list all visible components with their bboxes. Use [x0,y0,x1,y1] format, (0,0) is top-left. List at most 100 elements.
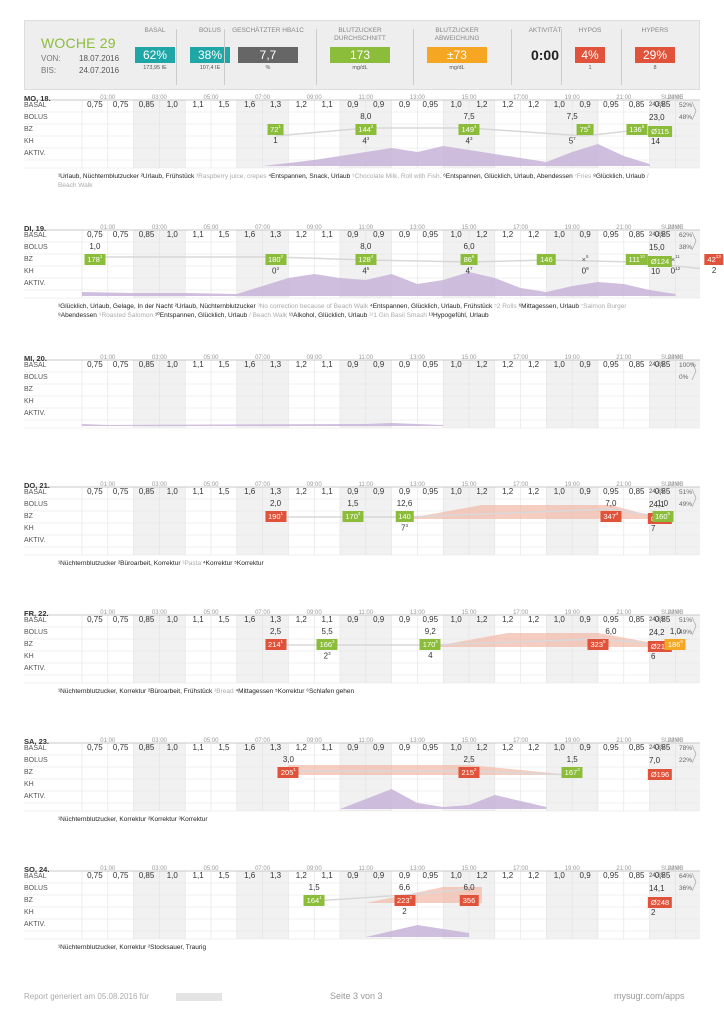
kh-value: 47 [466,266,473,276]
kh-value: 43 [362,136,369,146]
time-tick: 13:00 [409,610,425,616]
time-tick: 17:00 [513,95,529,101]
basal-value: 1,3 [269,487,282,496]
bz-badge: 4213 [704,254,724,265]
time-tick: 15:00 [461,866,477,872]
note-item: ⁶Schlafen gehen [306,688,355,695]
basal-value: 0,85 [138,743,155,752]
time-tick: 01:00 [100,738,116,744]
time-tick: 21:00 [616,355,632,361]
basal-value: 0,9 [398,615,411,624]
basal-value: 0,9 [579,871,591,880]
bolus-value: 6,0 [605,627,617,636]
basal-value: 1,5 [218,230,230,239]
basal-value: 1,5 [218,487,230,496]
stat-value: 7,7 [238,47,298,63]
time-tick: 03:00 [151,610,167,616]
von-label: VON: [41,54,61,63]
bz-badge: 1702 [342,511,364,522]
summe-header: SUMME [661,482,684,488]
note-ref: 3 [328,651,331,656]
row-label: BOLUS [24,244,48,251]
time-tick: 19:00 [564,355,580,361]
bz-badge: 721 [267,124,284,135]
note-ref: 4 [474,124,477,129]
bolus-value: 12,6 [396,499,413,508]
footer-redacted-name [176,993,222,1001]
basal-value: 0,9 [347,871,359,880]
kh-total: 6 [651,652,656,661]
footer-site-link[interactable]: mysugr.com/apps [614,991,685,1001]
day-name: MI, 20. [24,354,47,363]
basal-value: 0,75 [87,871,103,880]
bolus-value: 2,0 [269,499,282,508]
note-item: ⁵Korrektur [275,688,307,695]
basal-value: 0,85 [628,360,645,369]
note-ref: 2 [474,767,477,772]
kh-number: 2 [711,266,717,275]
basal-value: 1,0 [450,100,462,109]
bz-value: 164 [306,896,320,905]
day-name: FR, 22. [24,609,49,618]
time-tick: 21:00 [616,482,632,488]
note-item: ¹²1 Gin Basil Smash [369,311,429,319]
note-ref: 3 [469,136,473,141]
note-item: ⁵Chocolate Milk, Roll with Fish. [352,173,444,180]
summe-header: SUMME [661,225,684,231]
note-item: ²Urlaub, Frühstück [140,173,197,180]
kh-number: 7 [401,523,406,533]
day-name: DO, 21. [24,481,50,490]
grid-shade [340,615,392,683]
kh-value: 012 [671,266,680,276]
note-ref: 8 [586,254,589,259]
time-tick: 15:00 [461,95,477,101]
sum-bracket [691,488,697,508]
note-ref: 12 [675,266,681,271]
basal-value: 1,1 [321,230,333,239]
bolus-value: 6,6 [398,883,411,892]
basal-percent: 78% [679,745,693,752]
time-tick: 09:00 [306,482,322,488]
time-tick: 05:00 [203,355,219,361]
basal-value: 0,85 [628,743,645,752]
time-tick: 23:00 [667,866,683,872]
avg-bz-badge: Ø124 [647,256,673,267]
basal-value: 0,9 [398,743,411,752]
basal-value: 1,1 [321,615,333,624]
time-tick: 13:00 [409,738,425,744]
kh-number: 4 [362,136,367,146]
basal-value: 0,9 [373,230,385,239]
note-item: ³Korrektur [178,816,208,823]
kh-value: 73 [401,523,408,533]
basal-value: 1,5 [218,743,230,752]
note-ref: 11 [675,254,680,259]
summe-header: SUMME [661,610,684,616]
von-date: 18.07.2016 [79,54,120,63]
stat-divider [224,29,225,85]
basal-value: 1,2 [527,487,540,496]
basal-value: 0,95 [422,487,439,496]
basal-value: 1,3 [269,360,282,369]
time-tick: 21:00 [616,225,632,231]
bz-badge: 755 [576,124,594,135]
basal-value: 1,0 [450,230,462,239]
basal-value: 0,85 [654,230,671,239]
hyper-area [430,633,676,647]
kh-total: 10 [651,267,660,276]
basal-value: 1,2 [527,615,540,624]
note-ref: 6 [680,639,683,644]
basal-value: 0,95 [603,871,619,880]
basal-value: 0,85 [654,743,671,752]
note-ref: 7 [469,266,473,271]
time-tick: 05:00 [203,482,219,488]
time-tick: 11:00 [358,95,374,101]
basal-value: 0,95 [603,743,619,752]
basal-value: 0,95 [422,230,439,239]
bolus-value: 1,5 [566,755,578,764]
basal-value: 1,2 [295,743,307,752]
bis-date: 24.07.2016 [79,66,120,75]
stat-4: BLUTZUCKER ABWEICHUNG ±73 mg/dL [417,27,497,71]
basal-value: 0,75 [112,615,129,624]
bz-value: 144 [358,125,371,134]
time-tick: 13:00 [409,225,425,231]
